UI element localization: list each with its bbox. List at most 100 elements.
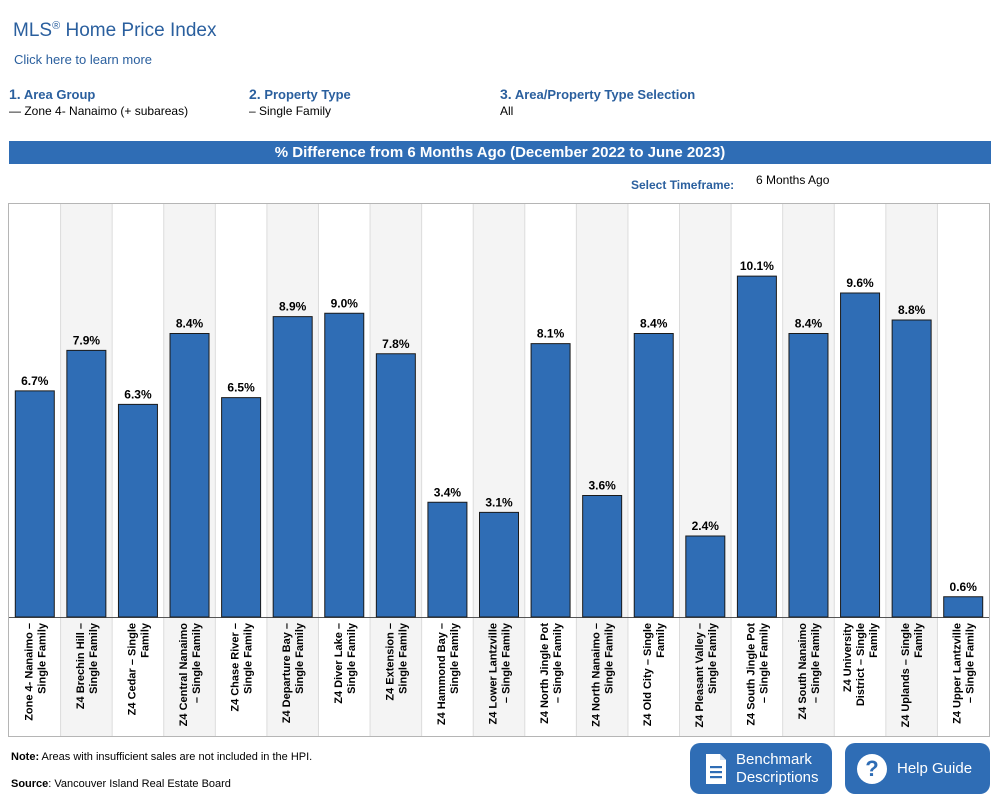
bar[interactable] (633, 333, 674, 618)
data-label: 7.8% (382, 337, 410, 351)
category-label-line: – Single Family (552, 622, 564, 703)
bar[interactable] (685, 535, 726, 618)
bar[interactable] (272, 316, 313, 618)
bar[interactable] (117, 403, 158, 618)
bar[interactable] (66, 349, 107, 618)
registered-mark: ® (52, 20, 61, 32)
category-label: Z4 Pleasant Valley – Single Family (694, 622, 719, 727)
bar[interactable] (427, 501, 468, 618)
benchmark-button-label: Benchmark Descriptions (736, 751, 819, 787)
area-property-selection-selector[interactable]: 3. Area/Property Type Selection All (500, 86, 695, 118)
category-label-line: Single Family (36, 622, 48, 694)
column-background (576, 204, 628, 736)
benchmark-label-line1: Benchmark (736, 750, 812, 768)
help-guide-button[interactable]: ? Help Guide (845, 743, 990, 794)
area-group-selector[interactable]: 1. Area Group — Zone 4- Nanaimo (+ subar… (9, 86, 188, 118)
property-type-heading: 2. Property Type (249, 86, 351, 102)
chart-banner: % Difference from 6 Months Ago (December… (9, 141, 991, 164)
category-label: Z4 South Nanaimo – Single Family (797, 622, 822, 719)
property-type-value[interactable]: – Single Family (249, 104, 332, 118)
document-icon (706, 753, 726, 784)
category-label: Z4 Chase River – Single Family (230, 622, 255, 712)
timeframe-select[interactable]: 6 Months Ago (756, 173, 830, 187)
bar[interactable] (169, 333, 210, 618)
bar[interactable] (375, 353, 416, 618)
data-label: 6.7% (21, 374, 49, 388)
data-label: 3.4% (434, 485, 462, 499)
area-group-label: Area Group (23, 87, 96, 102)
bar[interactable] (788, 333, 829, 618)
step-number: 3. (500, 86, 512, 102)
note-label: Note: (11, 751, 40, 763)
selection-value[interactable]: All (500, 104, 514, 118)
data-label: 6.5% (227, 381, 255, 395)
category-label-line: District – Single (855, 623, 867, 706)
bar[interactable] (14, 390, 55, 618)
bar[interactable] (891, 319, 932, 618)
category-label-line: Single Family (707, 622, 719, 694)
category-label-line: Z4 Diver Lake – (333, 623, 345, 704)
category-label-line: – Single Family (191, 622, 203, 703)
note: Note: Areas with insufficient sales are … (11, 751, 312, 763)
bar[interactable] (736, 275, 777, 618)
bar[interactable] (582, 495, 623, 618)
category-label-line: Z4 Old City – Single (642, 623, 654, 726)
category-label-line: Single Family (88, 622, 100, 694)
category-label-line: Single Family (604, 622, 616, 694)
category-label: Z4 Cedar – Single Family (126, 622, 151, 715)
category-label-line: – Single Family (758, 622, 770, 703)
area-group-value[interactable]: — Zone 4- Nanaimo (+ subareas) (9, 104, 189, 118)
data-label: 8.9% (279, 300, 307, 314)
category-label-line: Z4 Pleasant Valley – (694, 623, 706, 728)
question-icon: ? (857, 753, 887, 784)
step-number: 2. (249, 86, 261, 102)
category-label-line: Z4 Uplands – Single (900, 623, 912, 728)
data-label: 2.4% (692, 519, 720, 533)
bar[interactable] (221, 397, 262, 618)
property-type-selector[interactable]: 2. Property Type – Single Family (249, 86, 351, 118)
selection-heading: 3. Area/Property Type Selection (500, 86, 695, 102)
benchmark-descriptions-button[interactable]: Benchmark Descriptions (690, 743, 832, 794)
category-label: Z4 Central Nanaimo – Single Family (178, 622, 203, 726)
property-type-label: Property Type (264, 87, 351, 102)
data-label: 7.9% (73, 333, 101, 347)
category-label-line: Z4 South Nanaimo (797, 623, 809, 720)
data-label: 8.1% (537, 327, 565, 341)
bar[interactable] (324, 312, 365, 618)
category-label: Z4 Brechin Hill – Single Family (75, 622, 100, 709)
category-label-line: – Single Family (810, 622, 822, 703)
category-label-line: Z4 Departure Bay – (281, 623, 293, 723)
category-label: Z4 Hammond Bay – Single Family (436, 622, 461, 725)
category-label-line: Z4 University (842, 622, 854, 692)
title-mls: MLS (13, 20, 53, 41)
category-label-line: Family (139, 622, 151, 658)
data-label: 3.1% (485, 495, 513, 509)
bar[interactable] (840, 292, 881, 618)
source-text: : Vancouver Island Real Estate Board (48, 778, 231, 790)
data-label: 0.6% (950, 580, 978, 594)
help-button-label: Help Guide (897, 759, 973, 777)
column-background (679, 204, 732, 736)
column-background (937, 204, 989, 736)
timeframe-label: Select Timeframe: (631, 178, 735, 192)
bar[interactable] (530, 343, 571, 618)
bar[interactable] (943, 596, 984, 618)
category-label: Z4 Uplands – Single Family (900, 622, 925, 727)
category-label: Z4 North Nanaimo – Single Family (591, 622, 616, 727)
category-label-line: Z4 Extension – (384, 623, 396, 701)
bar[interactable] (479, 511, 519, 618)
category-label-line: Z4 Brechin Hill – (75, 623, 87, 709)
learn-more-link[interactable]: Click here to learn more (14, 52, 152, 67)
category-label-line: Single Family (294, 622, 306, 694)
data-label: 10.1% (740, 259, 774, 273)
category-label-line: Family (868, 622, 880, 658)
title-rest: Home Price Index (60, 20, 217, 41)
category-label-line: Single Family (243, 622, 255, 694)
category-label-line: Z4 Lower Lantzville (488, 623, 500, 724)
step-number: 1. (9, 86, 21, 102)
category-label-line: Single Family (346, 622, 358, 694)
column-background (473, 204, 525, 736)
category-label-line: – Single Family (965, 622, 977, 703)
category-label-line: Z4 Central Nanaimo (178, 623, 190, 727)
data-label: 3.6% (588, 479, 616, 493)
